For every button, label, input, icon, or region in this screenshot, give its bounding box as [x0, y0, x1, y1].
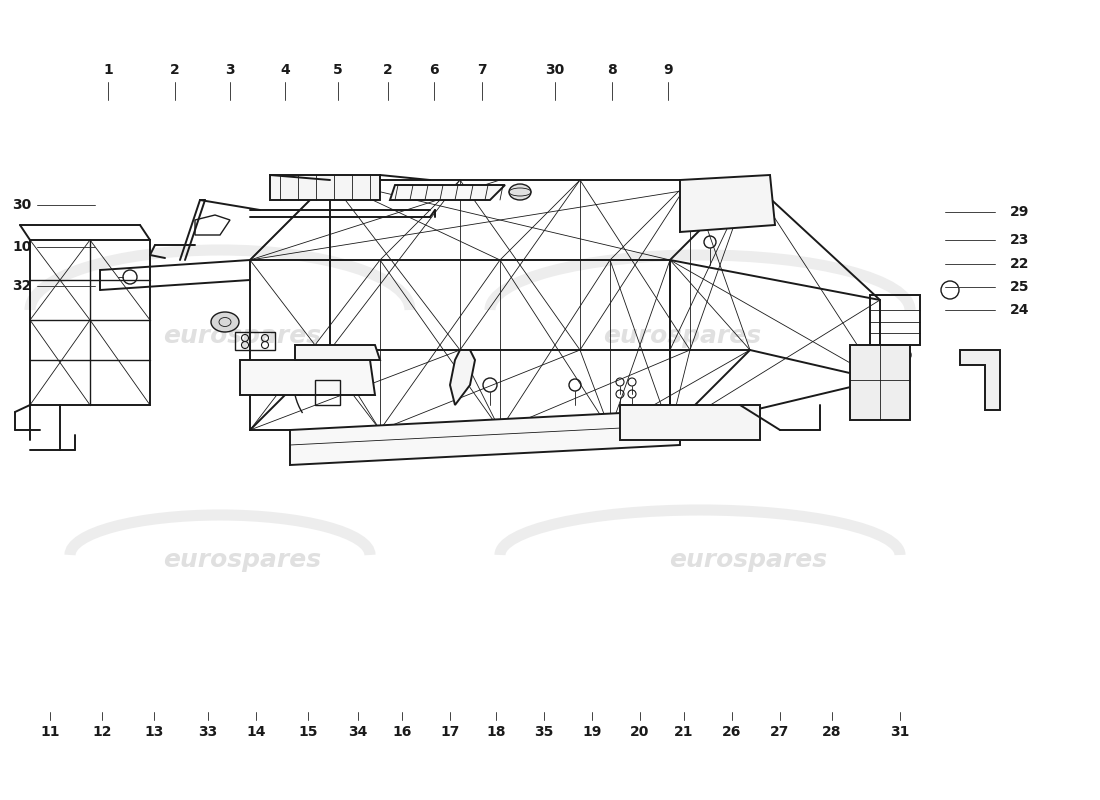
Text: 35: 35 — [535, 725, 553, 739]
Text: 15: 15 — [298, 725, 318, 739]
Text: 3: 3 — [226, 63, 234, 77]
Text: eurospares: eurospares — [603, 324, 761, 348]
Text: 4: 4 — [280, 63, 290, 77]
Polygon shape — [390, 185, 505, 200]
Text: 2: 2 — [383, 63, 393, 77]
Text: 17: 17 — [440, 725, 460, 739]
Text: 30: 30 — [546, 63, 564, 77]
Polygon shape — [240, 360, 375, 395]
Text: 30: 30 — [12, 198, 32, 212]
Text: 31: 31 — [890, 725, 910, 739]
Text: 34: 34 — [349, 725, 367, 739]
Text: 33: 33 — [198, 725, 218, 739]
Text: 2: 2 — [170, 63, 180, 77]
Text: eurospares: eurospares — [163, 324, 321, 348]
Text: 25: 25 — [1010, 280, 1030, 294]
Text: 9: 9 — [663, 63, 673, 77]
Polygon shape — [270, 175, 380, 200]
Polygon shape — [620, 405, 760, 440]
Text: 19: 19 — [582, 725, 602, 739]
Text: 22: 22 — [1010, 257, 1030, 271]
Text: 23: 23 — [1010, 233, 1030, 247]
Text: 8: 8 — [607, 63, 617, 77]
Polygon shape — [450, 350, 475, 405]
Text: 1: 1 — [103, 63, 113, 77]
Text: 6: 6 — [429, 63, 439, 77]
Text: 27: 27 — [770, 725, 790, 739]
Ellipse shape — [211, 312, 239, 332]
Text: eurospares: eurospares — [669, 548, 827, 572]
Text: 12: 12 — [92, 725, 112, 739]
Text: 18: 18 — [486, 725, 506, 739]
Polygon shape — [295, 345, 380, 360]
Text: 26: 26 — [723, 725, 741, 739]
Ellipse shape — [509, 184, 531, 200]
Text: eurospares: eurospares — [163, 548, 321, 572]
Text: 7: 7 — [477, 63, 487, 77]
Text: 32: 32 — [12, 279, 32, 293]
Text: 20: 20 — [630, 725, 650, 739]
Text: 14: 14 — [246, 725, 266, 739]
Text: 24: 24 — [1010, 303, 1030, 317]
Polygon shape — [290, 410, 680, 465]
Text: 29: 29 — [1010, 205, 1030, 219]
Text: 10: 10 — [12, 240, 32, 254]
Text: 13: 13 — [144, 725, 164, 739]
Polygon shape — [850, 345, 910, 420]
Text: 16: 16 — [393, 725, 411, 739]
Polygon shape — [680, 175, 775, 232]
Text: 5: 5 — [333, 63, 343, 77]
Text: 28: 28 — [823, 725, 842, 739]
Polygon shape — [960, 350, 1000, 410]
Text: 21: 21 — [674, 725, 694, 739]
Text: 11: 11 — [41, 725, 59, 739]
